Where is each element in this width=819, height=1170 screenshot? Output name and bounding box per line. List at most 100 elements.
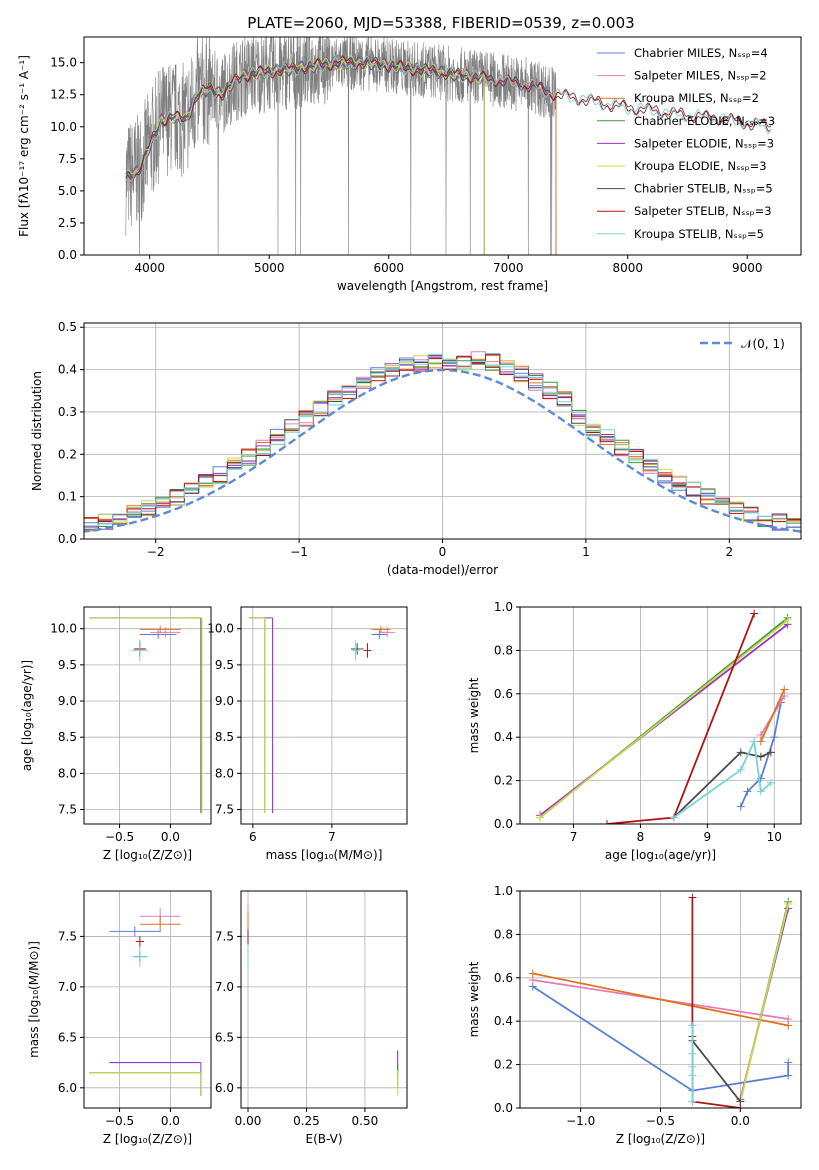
model-spectrum-kroupa-elodie — [125, 54, 485, 255]
weight-line-chabrier-stelib — [673, 751, 772, 819]
y-axis-label: mass weight — [467, 677, 481, 753]
x-tick-label: −2 — [147, 545, 165, 559]
x-axis-label: E(B-V) — [305, 1132, 342, 1146]
axes-frame — [83, 606, 212, 825]
x-tick-label: −1.0 — [566, 1114, 595, 1128]
weight-line-kroupa-miles — [532, 972, 789, 1027]
x-axis-label: Z [log₁₀(Z/Z⊙)] — [103, 848, 192, 862]
x-tick-label: 7000 — [493, 261, 524, 275]
x-tick-label: 8000 — [612, 261, 643, 275]
y-axis-label: Flux [fλ10⁻¹⁷ erg cm⁻² s⁻¹ A⁻¹] — [17, 55, 31, 237]
x-tick-label: 0.0 — [161, 1114, 180, 1128]
y-tick-label: 7.0 — [58, 980, 77, 994]
age-vs-metallicity-panel: −0.5 0.0 7.5 8.0 8.5 9.0 9.5 10.0 Z [log₁₀(Z/Z⊙)… — [20, 606, 212, 862]
legend-entry: Chabrier MILES, Nₛₛₚ=4 — [634, 46, 768, 60]
legend-entry: Kroupa ELODIE, Nₛₛₚ=3 — [634, 159, 767, 173]
y-tick-label: 9.0 — [215, 694, 234, 708]
y-tick-label: 8.5 — [215, 730, 234, 744]
y-tick-label: 0.8 — [494, 643, 513, 657]
x-tick-label: 5000 — [254, 261, 285, 275]
x-tick-label: −0.5 — [105, 1114, 134, 1128]
axes-frame — [240, 890, 408, 1109]
y-tick-label: 0.8 — [494, 927, 513, 941]
y-tick-label: 7.5 — [58, 929, 77, 943]
y-tick-label: 2.5 — [58, 216, 77, 230]
plot-area — [247, 904, 399, 1095]
plot-area — [84, 351, 801, 536]
plot-area — [248, 617, 396, 814]
weight-line-chabrier-miles — [532, 985, 790, 1092]
x-tick-label: 9000 — [732, 261, 763, 275]
legend-entry: Salpeter STELIB, Nₛₛₚ=3 — [634, 204, 772, 218]
y-tick-label: 7.5 — [58, 803, 77, 817]
y-tick-label: 0.2 — [494, 1058, 513, 1072]
legend: Chabrier MILES, Nₛₛₚ=4 Salpeter MILES, Nₛ… — [597, 46, 775, 241]
x-axis-label: Z [log₁₀(Z/Z⊙)] — [616, 1132, 705, 1146]
y-axis-label: mass weight — [467, 961, 481, 1037]
y-tick-label: 7.5 — [215, 929, 234, 943]
y-tick-label: 8.0 — [215, 766, 234, 780]
y-tick-label: 0.0 — [494, 817, 513, 831]
legend-entry: Chabrier STELIB, Nₛₛₚ=5 — [634, 182, 773, 196]
x-tick-label: 0 — [439, 545, 447, 559]
age-vs-mass-panel: 6 7 7.5 8.0 8.5 9.0 9.5 10.0 mass [log₁₀(M/M⊙)] — [207, 606, 408, 862]
y-tick-label: 7.5 — [58, 152, 77, 166]
y-tick-label: 15.0 — [50, 56, 77, 70]
legend-entry: Kroupa STELIB, Nₛₛₚ=5 — [634, 227, 764, 241]
y-axis-label: age [log₁₀(age/yr)] — [20, 660, 34, 771]
x-tick-label: 0.0 — [731, 1114, 750, 1128]
x-tick-label: −0.5 — [105, 830, 134, 844]
residual-histogram-panel: −2 −1 0 1 2 0.0 0.1 0.2 0.3 0.4 0.5 (data-model)/er… — [30, 320, 802, 577]
y-tick-label: 0.5 — [58, 320, 77, 334]
x-tick-label: 8 — [637, 830, 645, 844]
y-tick-label: 0.0 — [58, 248, 77, 262]
plot-area — [89, 617, 203, 814]
weight-line-salpeter-stelib — [606, 613, 756, 824]
normal-distribution-curve — [84, 368, 801, 533]
weight-line-chabrier-stelib — [691, 1036, 742, 1103]
model-spectrum-chabrier-elodie — [125, 55, 485, 255]
model-spectrum-salpeter-stelib — [125, 55, 772, 182]
y-tick-label: 0.4 — [58, 363, 77, 377]
x-tick-label: 2 — [725, 545, 733, 559]
axes-frame — [83, 36, 802, 256]
legend-entry: Salpeter ELODIE, Nₛₛₚ=3 — [634, 136, 774, 150]
y-tick-label: 6.0 — [58, 1081, 77, 1095]
y-tick-label: 7.0 — [215, 980, 234, 994]
x-tick-label: 0.25 — [293, 1114, 320, 1128]
legend-entry: Kroupa MILES, Nₛₛₚ=2 — [634, 91, 759, 105]
axes-frame — [240, 606, 408, 825]
x-tick-label: 9 — [704, 830, 712, 844]
y-tick-label: 0.2 — [58, 447, 77, 461]
residual-histogram-kroupa-stelib — [84, 353, 801, 536]
y-tick-label: 9.5 — [58, 658, 77, 672]
y-tick-label: 0.0 — [58, 532, 77, 546]
legend-entry: 𝒩(0, 1) — [741, 337, 785, 351]
y-tick-label: 10.0 — [207, 622, 234, 636]
y-tick-label: 0.6 — [494, 687, 513, 701]
figure-title: PLATE=2060, MJD=53388, FIBERID=0539, z=0… — [247, 14, 634, 32]
x-tick-label: 1 — [582, 545, 590, 559]
y-tick-label: 5.0 — [58, 184, 77, 198]
weight-line-salpeter-stelib — [691, 897, 741, 1108]
x-tick-label: −0.5 — [646, 1114, 675, 1128]
y-tick-label: 8.5 — [58, 730, 77, 744]
y-tick-label: 9.0 — [58, 694, 77, 708]
x-tick-label: 0.50 — [352, 1114, 379, 1128]
y-tick-label: 0.1 — [58, 490, 77, 504]
x-tick-label: 7 — [328, 830, 336, 844]
y-tick-label: 6.5 — [215, 1030, 234, 1044]
legend: 𝒩(0, 1) — [700, 337, 785, 351]
y-tick-label: 0.6 — [494, 971, 513, 985]
legend-entry: Chabrier ELODIE, Nₛₛₚ=3 — [634, 114, 775, 128]
y-axis-label: Normed distribution — [30, 371, 44, 491]
y-tick-label: 0.0 — [494, 1101, 513, 1115]
plot-area — [125, 37, 772, 255]
y-tick-label: 6.0 — [215, 1081, 234, 1095]
x-tick-label: 0.00 — [235, 1114, 262, 1128]
y-tick-label: 1.0 — [494, 884, 513, 898]
y-tick-label: 10.0 — [50, 622, 77, 636]
plot-area — [536, 609, 792, 824]
x-axis-label: Z [log₁₀(Z/Z⊙)] — [103, 1132, 192, 1146]
